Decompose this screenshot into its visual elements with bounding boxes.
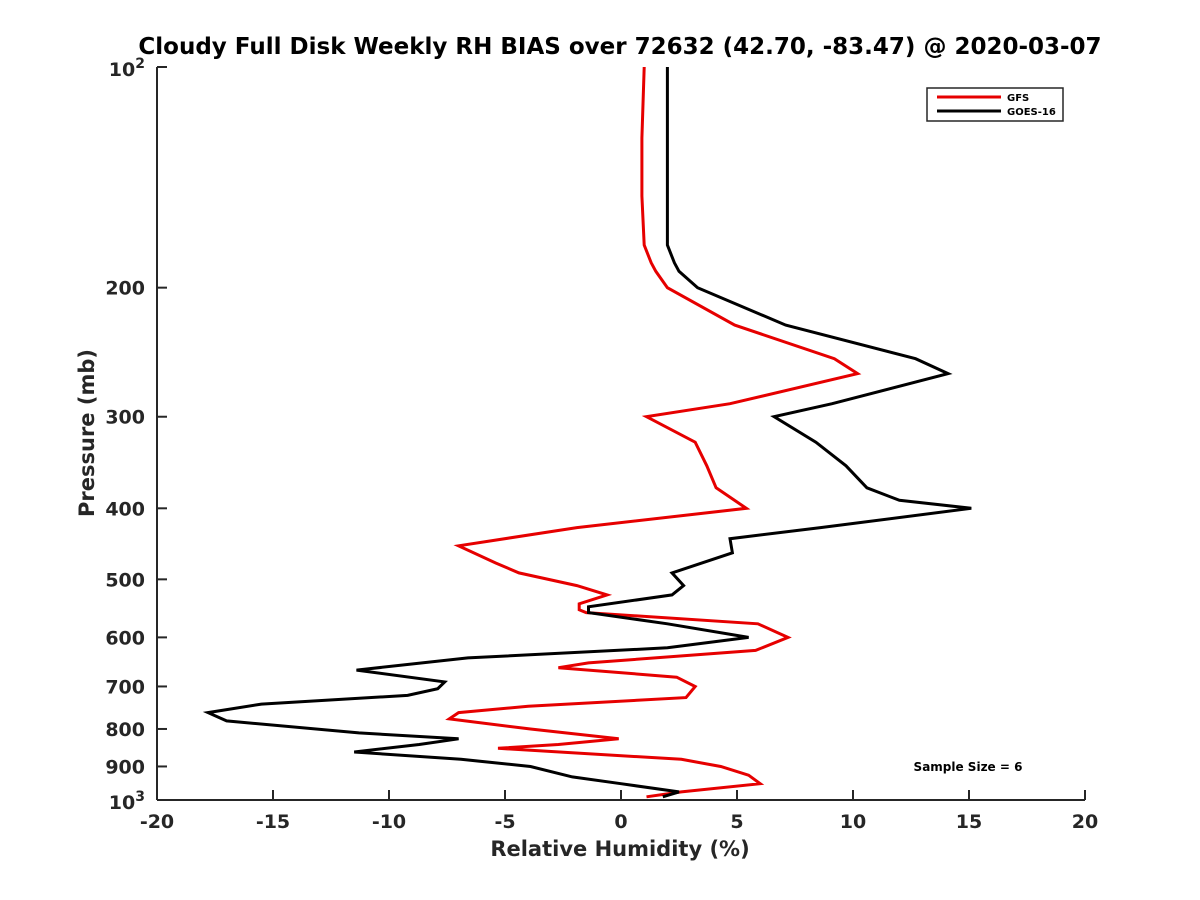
legend-box bbox=[926, 87, 1064, 122]
y-tick-label: 300 bbox=[105, 407, 145, 429]
y-tick-label: 500 bbox=[105, 569, 145, 591]
x-tick-label: -10 bbox=[372, 811, 406, 833]
y-tick-label-bottom: 103 bbox=[109, 789, 145, 814]
axes bbox=[156, 67, 1085, 801]
legend-label: GOES-16 bbox=[1007, 107, 1056, 118]
y-tick-label: 200 bbox=[105, 278, 145, 300]
x-axis-label: Relative Humidity (%) bbox=[490, 837, 749, 861]
x-tick-label: 10 bbox=[840, 811, 866, 833]
series-line-gfs bbox=[445, 66, 862, 799]
x-tick-label: 0 bbox=[614, 811, 627, 833]
y-tick-label: 800 bbox=[105, 719, 145, 741]
plot-lines bbox=[202, 66, 972, 799]
ticks: -20 -15 -10 -5 0 5 10 15 20 200 300 400 500 600 700 800… bbox=[105, 56, 1098, 833]
x-tick-label: 20 bbox=[1072, 811, 1098, 833]
legend-label: GFS bbox=[1007, 93, 1029, 104]
x-tick-label: -15 bbox=[256, 811, 290, 833]
y-tick-label: 400 bbox=[105, 498, 145, 520]
x-tick-label: 5 bbox=[730, 811, 743, 833]
y-tick-label: 600 bbox=[105, 627, 145, 649]
series-line-goes-16 bbox=[202, 67, 972, 799]
y-axis-label: Pressure (mb) bbox=[75, 349, 99, 517]
y-tick-label: 700 bbox=[105, 676, 145, 698]
y-tick-label-top: 102 bbox=[109, 56, 145, 81]
y-tick-label: 900 bbox=[105, 756, 145, 778]
x-tick-label: -5 bbox=[494, 811, 515, 833]
x-tick-label: -20 bbox=[140, 811, 174, 833]
sample-size-annotation: Sample Size = 6 bbox=[914, 760, 1023, 774]
chart-title: Cloudy Full Disk Weekly RH BIAS over 726… bbox=[138, 34, 1101, 60]
x-tick-label: 15 bbox=[956, 811, 982, 833]
legend: GFS GOES-16 bbox=[926, 87, 1064, 122]
